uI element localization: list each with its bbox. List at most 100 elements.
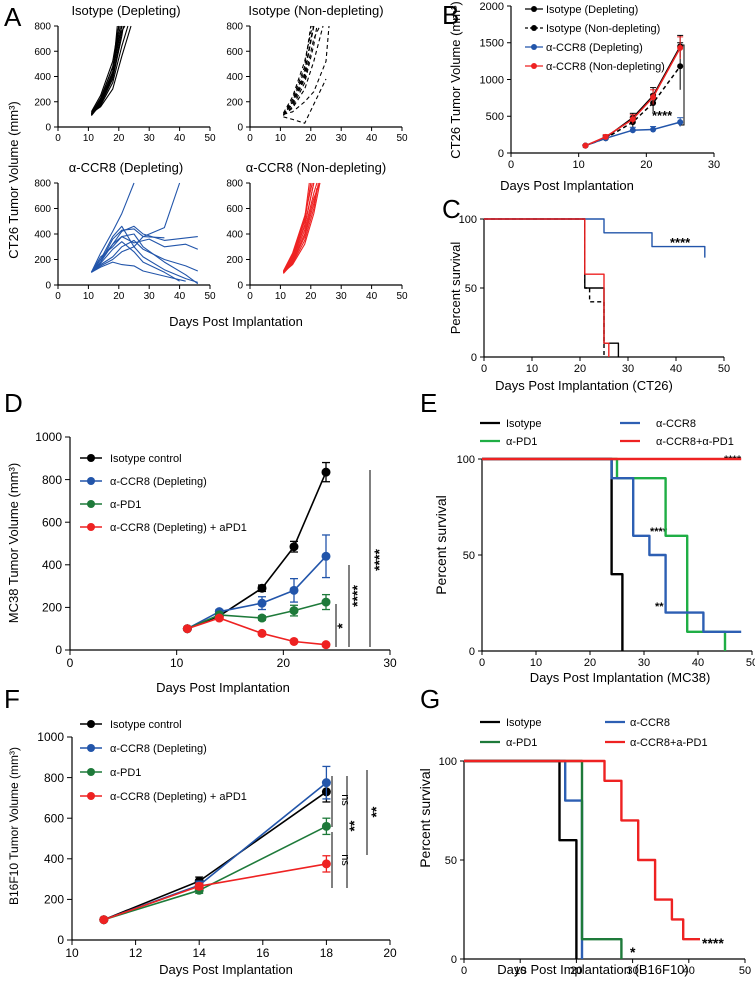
- y-tick-label: 800: [44, 771, 64, 785]
- y-tick-label: 200: [42, 601, 62, 615]
- series-line: [187, 471, 327, 630]
- x-tick-label: 10: [83, 133, 95, 144]
- x-tick-label: 30: [144, 133, 156, 144]
- x-tick-label: 40: [670, 363, 682, 375]
- y-tick-label: 400: [44, 852, 64, 866]
- x-tick-label: 50: [204, 133, 216, 144]
- legend-d-isotype: Isotype control: [110, 453, 182, 465]
- legend-f-isotype: Isotype control: [110, 719, 182, 731]
- x-tick-label: 0: [479, 657, 485, 669]
- panel-a2-mouse-line-4: [283, 25, 318, 115]
- y-tick-label: 800: [226, 179, 243, 190]
- panel-e-ylabel: Percent survival: [433, 495, 449, 595]
- panel-a4-mouse-line-3: [282, 182, 313, 272]
- panel-a3-mouse-line-1: [90, 182, 135, 273]
- panel-g-sig-2: ****: [702, 935, 724, 951]
- x-tick-label: 50: [739, 965, 751, 977]
- panel-a4-mouse-line-9: [282, 182, 310, 273]
- y-tick-label: 800: [34, 179, 51, 190]
- panel-d-series-2: [182, 534, 331, 634]
- y-tick-label: 2000: [480, 1, 504, 13]
- y-tick-label: 400: [226, 72, 243, 83]
- panel-g-curve-3: [464, 759, 623, 959]
- y-tick-label: 200: [226, 97, 243, 108]
- y-tick-label: 0: [498, 148, 504, 160]
- panel-f-series-1: [99, 781, 331, 925]
- panel-c-xlabel: Days Post Implantation (CT26): [495, 378, 673, 393]
- legend-b-isotype-depleting: Isotype (Depleting): [546, 4, 638, 16]
- panel-letter-e: E: [420, 388, 437, 418]
- panel-b-series-4: [582, 36, 684, 149]
- legend-b-isotype-nondepleting: Isotype (Non-depleting): [546, 23, 660, 35]
- panel-f-sig-3: **: [346, 820, 362, 831]
- x-tick-label: 16: [256, 946, 270, 960]
- panel-a4-mouse-line-4: [282, 182, 318, 273]
- y-tick-label: 600: [42, 515, 62, 529]
- panel-c-curve-4: [484, 218, 610, 357]
- x-tick-label: 10: [83, 291, 95, 302]
- panel-c-significance: ****: [670, 235, 691, 250]
- data-point: [289, 585, 299, 595]
- panel-d-sig-3: ****: [371, 549, 387, 571]
- x-tick-label: 20: [570, 965, 582, 977]
- panel-a2-mouse-line-8: [283, 78, 327, 124]
- panel-a1-title: Isotype (Depleting): [71, 3, 180, 18]
- x-tick-label: 0: [247, 291, 253, 302]
- panel-e-sig-3: **: [655, 601, 664, 613]
- panel-f-sig-4: **: [368, 806, 384, 817]
- x-tick-label: 0: [481, 363, 487, 375]
- panel-e-legend: Isotype α-PD1 α-CCR8 α-CCR8+α-PD1: [480, 418, 734, 448]
- data-point: [677, 44, 684, 51]
- x-tick-label: 0: [67, 656, 74, 670]
- x-tick-label: 30: [622, 363, 634, 375]
- legend-e-pd1: α-PD1: [506, 436, 537, 448]
- x-tick-label: 20: [277, 656, 291, 670]
- x-tick-label: 12: [129, 946, 143, 960]
- y-tick-label: 0: [55, 643, 62, 657]
- x-tick-label: 30: [708, 159, 720, 171]
- y-tick-label: 500: [486, 111, 504, 123]
- legend-b-ccr8-depleting: α-CCR8 (Depleting): [546, 42, 643, 54]
- panel-d-sig-1: *: [334, 623, 350, 629]
- panel-a1-mouse-line-10: [90, 25, 118, 115]
- data-point: [257, 613, 267, 623]
- x-tick-label: 40: [366, 291, 378, 302]
- y-tick-label: 200: [34, 255, 51, 266]
- panel-d-xlabel: Days Post Implantation: [156, 680, 290, 695]
- panel-e-xlabel: Days Post Implantation (MC38): [530, 670, 711, 685]
- y-tick-label: 100: [457, 454, 475, 466]
- x-tick-label: 20: [383, 946, 397, 960]
- axes-a1: 0 10 20 30 40 50 0 200 400 600 800: [226, 22, 408, 145]
- series-line: [187, 617, 327, 646]
- axes-a0: 0 10 20 30 40 50 0 200 400 600 800: [34, 22, 216, 145]
- x-tick-label: 40: [174, 291, 186, 302]
- y-tick-label: 400: [34, 230, 51, 241]
- x-tick-label: 30: [638, 657, 650, 669]
- x-tick-label: 20: [640, 159, 652, 171]
- panel-letter-f: F: [4, 684, 20, 714]
- x-tick-label: 40: [683, 965, 695, 977]
- panel-f-sig-1: ns: [339, 794, 351, 806]
- axes-d: 0 10 20 30 0 200 400 600 800 1000: [35, 430, 397, 670]
- x-tick-label: 50: [396, 291, 408, 302]
- x-tick-label: 30: [336, 291, 348, 302]
- y-tick-label: 800: [226, 22, 243, 33]
- data-point: [214, 613, 224, 623]
- y-tick-label: 0: [471, 352, 477, 364]
- panel-a3-mouse-line-9: [91, 241, 180, 282]
- data-point: [677, 63, 684, 70]
- y-tick-label: 0: [237, 123, 243, 134]
- series-line: [103, 791, 327, 921]
- legend-g-pd1: α-PD1: [506, 737, 537, 749]
- panel-f-sig-2: ns: [339, 854, 351, 866]
- panel-f-xlabel: Days Post Implantation: [159, 962, 293, 977]
- panel-letter-a: A: [4, 2, 22, 32]
- panel-a1-mouse-line-9: [91, 25, 132, 114]
- legend-f-pd1: α-PD1: [110, 767, 141, 779]
- panel-b-significance: ****: [652, 108, 673, 123]
- y-tick-label: 800: [34, 22, 51, 33]
- legend-d-pd1: α-PD1: [110, 499, 141, 511]
- legend-e-isotype: Isotype: [506, 418, 541, 430]
- panel-a3-mouse-line-5: [91, 239, 199, 273]
